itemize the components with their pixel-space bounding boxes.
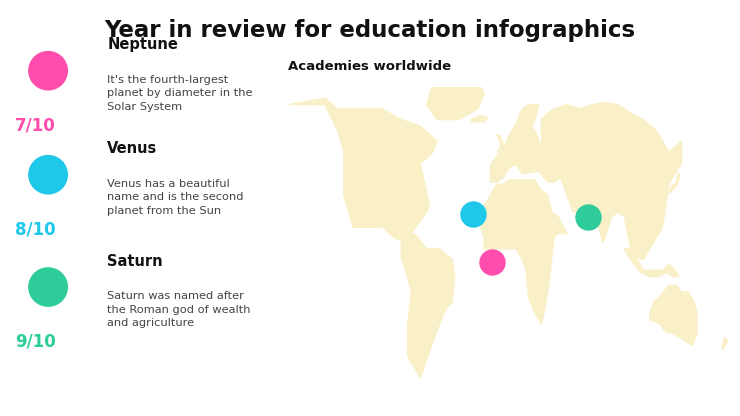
Polygon shape — [669, 173, 679, 193]
Polygon shape — [401, 234, 455, 378]
Text: Venus: Venus — [107, 141, 158, 156]
Polygon shape — [427, 81, 484, 120]
Text: Year in review for education infographics: Year in review for education infographic… — [104, 19, 636, 42]
Polygon shape — [491, 120, 542, 182]
Polygon shape — [539, 102, 682, 260]
Polygon shape — [650, 285, 697, 346]
Text: Saturn: Saturn — [107, 254, 163, 269]
Polygon shape — [722, 337, 727, 350]
Text: 8/10: 8/10 — [16, 220, 55, 238]
Text: 7/10: 7/10 — [15, 116, 56, 134]
Polygon shape — [289, 98, 437, 242]
Polygon shape — [480, 180, 567, 324]
Text: Neptune: Neptune — [107, 37, 178, 52]
Polygon shape — [510, 104, 539, 141]
Text: 9/10: 9/10 — [15, 333, 56, 351]
Polygon shape — [471, 115, 488, 122]
Text: Saturn was named after
the Roman god of wealth
and agriculture: Saturn was named after the Roman god of … — [107, 291, 251, 328]
Polygon shape — [497, 135, 505, 152]
Text: Venus has a beautiful
name and is the second
planet from the Sun: Venus has a beautiful name and is the se… — [107, 179, 243, 216]
Text: It's the fourth-largest
planet by diameter in the
Solar System: It's the fourth-largest planet by diamet… — [107, 75, 253, 112]
Text: Academies worldwide: Academies worldwide — [289, 60, 451, 73]
Polygon shape — [625, 249, 679, 277]
